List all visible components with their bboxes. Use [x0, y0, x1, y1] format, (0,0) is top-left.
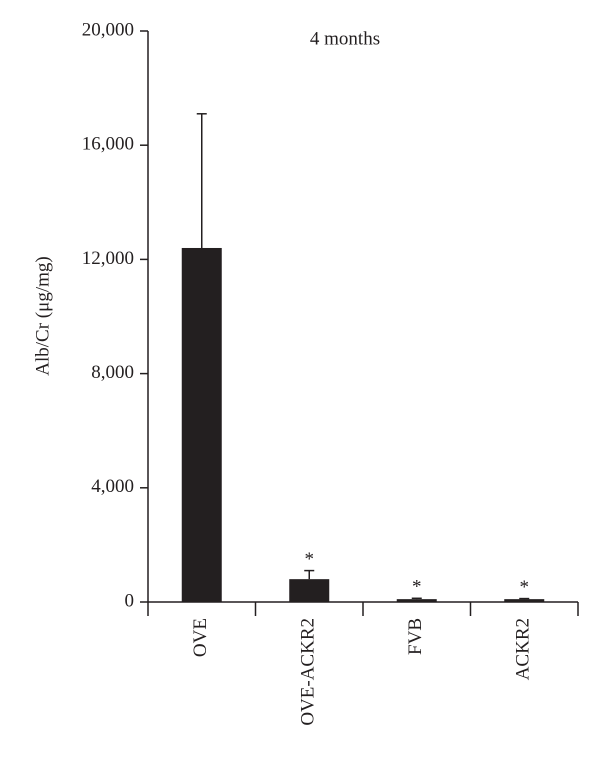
significance-marker: *	[520, 577, 530, 598]
y-tick-label: 4,000	[91, 476, 134, 497]
x-tick-label: ACKR2	[513, 618, 534, 680]
y-tick-label: 20,000	[82, 19, 134, 40]
x-tick-label: OVE	[190, 618, 211, 657]
bar	[504, 599, 545, 602]
bar	[289, 579, 330, 602]
significance-marker: *	[305, 549, 315, 570]
y-tick-label: 16,000	[82, 134, 134, 155]
y-axis-label: Alb/Cr (μg/mg)	[32, 256, 53, 375]
chart-title: 4 months	[310, 28, 380, 49]
x-tick-label: OVE-ACKR2	[298, 618, 319, 726]
bar	[396, 599, 437, 602]
y-tick-label: 12,000	[82, 248, 134, 269]
y-tick-label: 8,000	[91, 362, 134, 383]
bar	[181, 247, 222, 603]
significance-marker: *	[412, 577, 422, 598]
y-tick-label: 0	[125, 590, 135, 611]
x-tick-label: FVB	[405, 618, 426, 655]
